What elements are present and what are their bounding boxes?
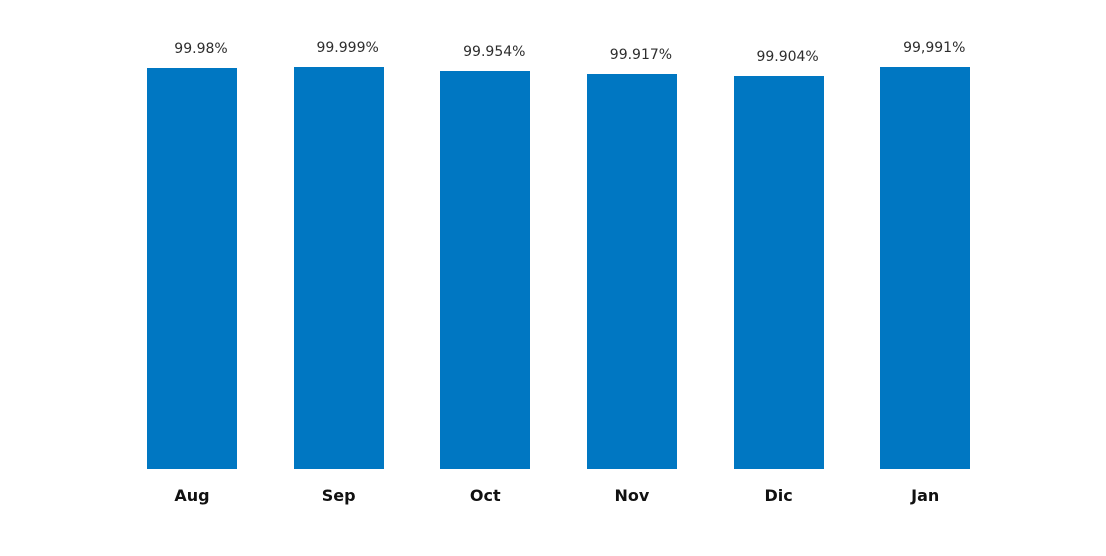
bar-value-label-jan: 99,991% xyxy=(903,40,966,56)
x-axis-label-jan: Jan xyxy=(911,486,940,505)
x-axis-label-nov: Nov xyxy=(614,486,650,505)
x-axis-label-oct: Oct xyxy=(469,486,501,505)
bar-sep[interactable] xyxy=(293,67,384,469)
x-axis-label-dic: Dic xyxy=(764,486,793,505)
x-axis-label-sep: Sep xyxy=(321,486,356,505)
bar-value-label-dic: 99.904% xyxy=(756,49,819,65)
bar-jan[interactable] xyxy=(880,67,971,469)
bar-dic[interactable] xyxy=(733,76,824,469)
bar-value-label-nov: 99.917% xyxy=(609,47,673,63)
bar-value-label-oct: 99.954% xyxy=(463,44,526,60)
bar-nov[interactable] xyxy=(586,74,677,469)
x-axis-label-aug: Aug xyxy=(174,486,210,505)
bar-aug[interactable] xyxy=(147,68,237,469)
bar-oct[interactable] xyxy=(440,71,531,469)
bar-value-label-sep: 99.999% xyxy=(316,40,379,56)
bar-value-label-aug: 99.98% xyxy=(174,41,228,57)
